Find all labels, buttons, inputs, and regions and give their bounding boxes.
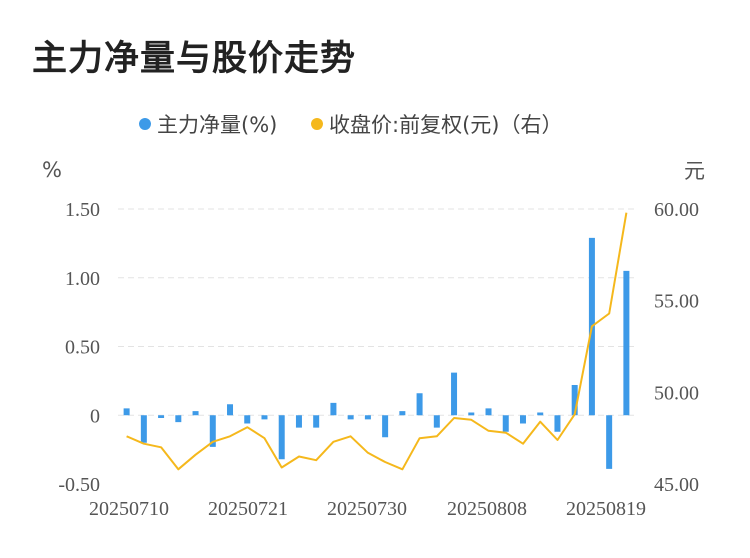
bar: [554, 415, 561, 432]
bar: [623, 270, 630, 416]
bar: [399, 411, 406, 416]
bar: [330, 402, 337, 416]
bar: [433, 415, 440, 428]
right-tick-label: 55.00: [654, 291, 699, 313]
left-axis-unit: %: [42, 158, 62, 182]
bar: [261, 415, 268, 420]
legend: 主力净量(%) 收盘价:前复权(元)（右）: [139, 113, 562, 137]
bar: [313, 415, 320, 428]
bar: [485, 408, 492, 416]
x-axis-ticks: 20250710 20250721 20250730 20250808 20250819: [89, 498, 646, 520]
bar: [209, 415, 216, 447]
bar-series: [123, 237, 630, 469]
x-tick-label: 20250808: [447, 498, 527, 520]
legend-label-bar: 主力净量(%): [157, 113, 277, 137]
legend-label-line: 收盘价:前复权(元)（右）: [329, 113, 562, 137]
x-tick-label: 20250721: [208, 498, 288, 520]
bar: [364, 415, 371, 420]
bar: [192, 411, 199, 416]
price-line: [126, 212, 628, 471]
x-tick-label: 20250710: [89, 498, 169, 520]
bar: [227, 404, 234, 416]
left-tick-label: 0: [90, 405, 100, 427]
left-tick-label: 1.00: [65, 268, 100, 290]
left-tick-label: 0.50: [65, 337, 100, 359]
bar: [451, 372, 458, 416]
right-tick-label: 60.00: [654, 199, 699, 221]
right-axis-unit: 元: [684, 159, 705, 183]
right-tick-label: 50.00: [654, 382, 699, 404]
chart-title: 主力净量与股价走势: [32, 39, 357, 79]
bar: [347, 415, 354, 420]
left-axis-ticks: 1.50 1.00 0.50 0 -0.50: [58, 199, 100, 496]
bar: [140, 415, 147, 443]
bar: [175, 415, 182, 423]
bar: [158, 415, 165, 418]
bar: [502, 415, 509, 432]
bar: [382, 415, 389, 438]
bar: [537, 412, 544, 416]
bar: [519, 415, 526, 424]
bar: [416, 393, 423, 416]
right-tick-label: 45.00: [654, 474, 699, 496]
left-tick-label: -0.50: [58, 474, 100, 496]
bar: [606, 415, 613, 469]
right-axis-ticks: 60.00 55.00 50.00 45.00: [654, 199, 699, 496]
bar: [278, 415, 285, 460]
bar: [468, 412, 475, 416]
left-tick-label: 1.50: [65, 199, 100, 221]
x-tick-label: 20250730: [327, 498, 407, 520]
legend-marker-bar: [139, 118, 151, 130]
line-series: [126, 212, 628, 471]
legend-marker-line: [311, 118, 323, 130]
x-tick-label: 20250819: [566, 498, 646, 520]
bar: [295, 415, 302, 428]
gridlines: [118, 208, 635, 416]
bar: [571, 385, 578, 416]
bar: [123, 408, 130, 416]
bar: [244, 415, 251, 424]
